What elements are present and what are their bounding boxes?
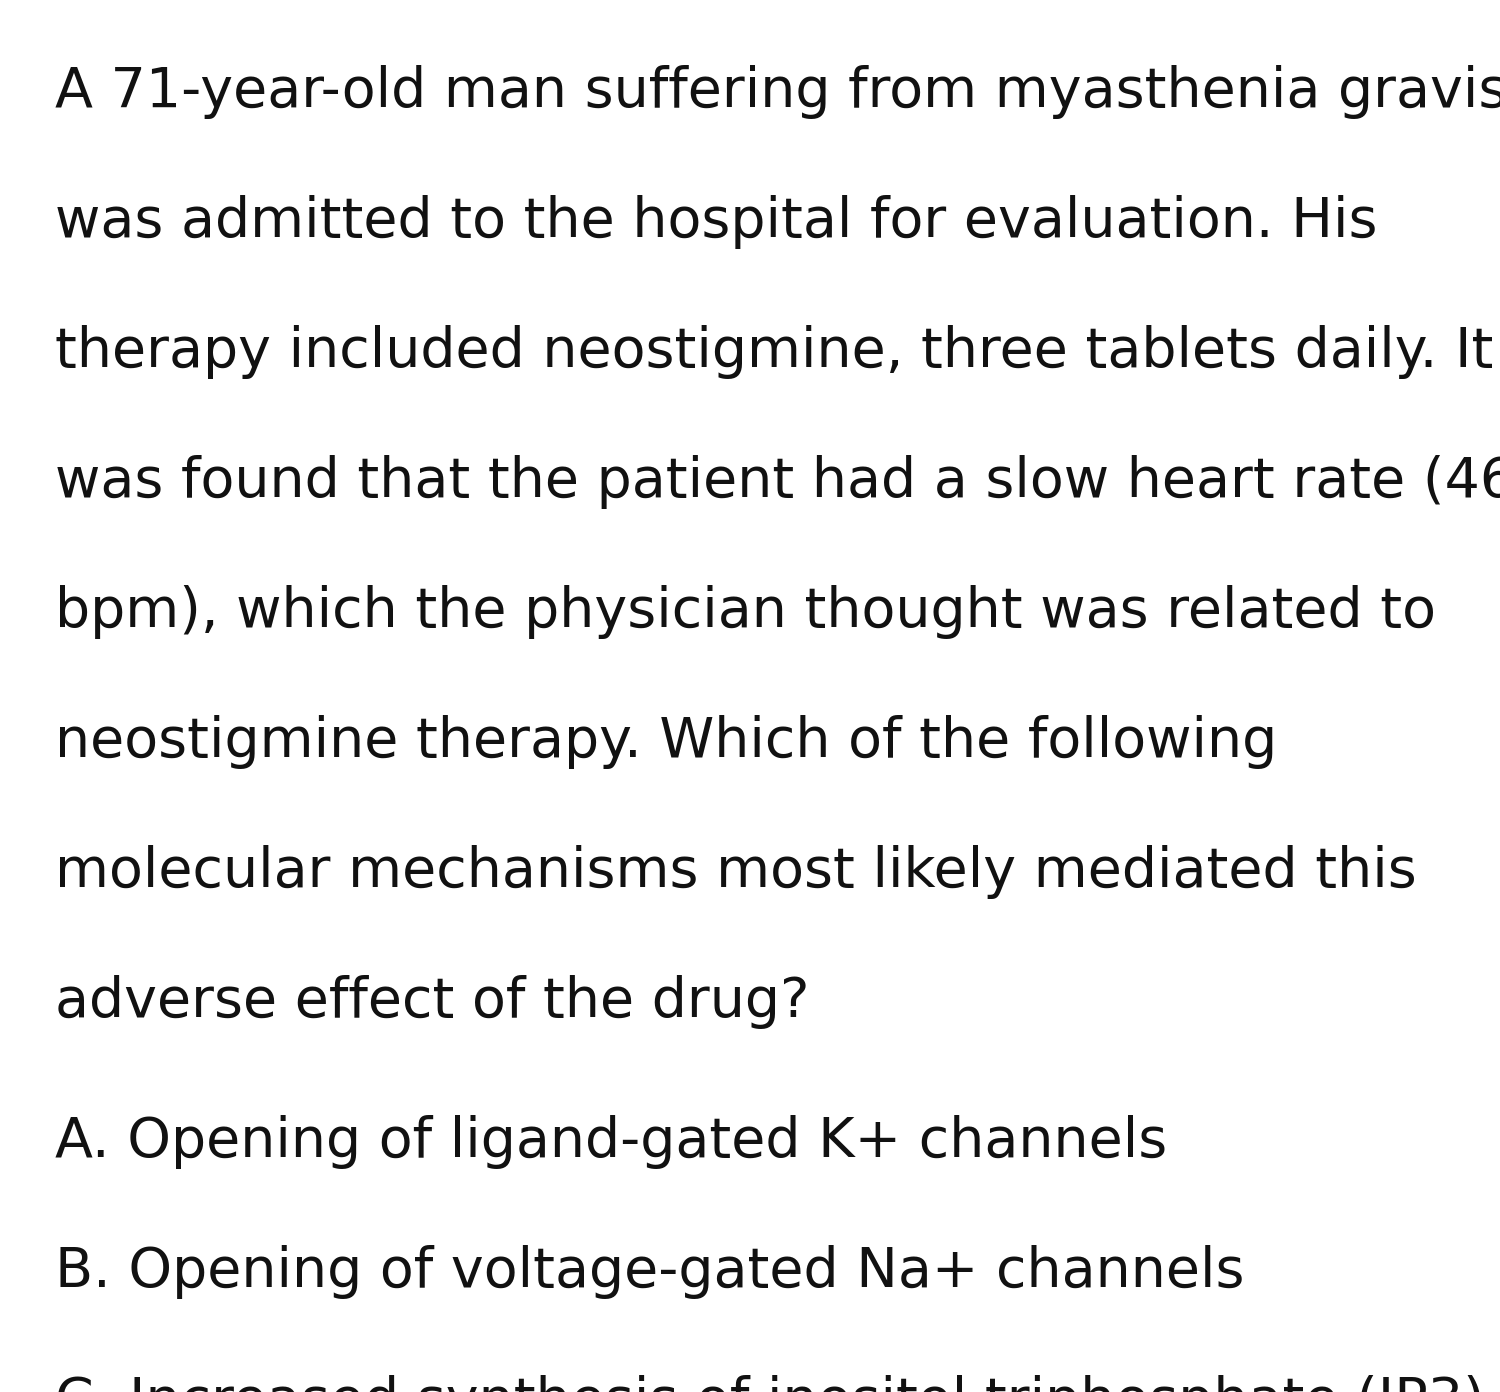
- Text: bpm), which the physician thought was related to: bpm), which the physician thought was re…: [56, 585, 1436, 639]
- Text: was found that the patient had a slow heart rate (46: was found that the patient had a slow he…: [56, 455, 1500, 509]
- Text: adverse effect of the drug?: adverse effect of the drug?: [56, 974, 810, 1029]
- Text: A 71-year-old man suffering from myasthenia gravis: A 71-year-old man suffering from myasthe…: [56, 65, 1500, 118]
- Text: molecular mechanisms most likely mediated this: molecular mechanisms most likely mediate…: [56, 845, 1416, 899]
- Text: neostigmine therapy. Which of the following: neostigmine therapy. Which of the follow…: [56, 715, 1276, 768]
- Text: therapy included neostigmine, three tablets daily. It: therapy included neostigmine, three tabl…: [56, 324, 1494, 379]
- Text: was admitted to the hospital for evaluation. His: was admitted to the hospital for evaluat…: [56, 195, 1377, 249]
- Text: A. Opening of ligand-gated K+ channels: A. Opening of ligand-gated K+ channels: [56, 1115, 1167, 1169]
- Text: C. Increased synthesis of inositol triphosphate (IP3): C. Increased synthesis of inositol triph…: [56, 1375, 1485, 1392]
- Text: B. Opening of voltage-gated Na+ channels: B. Opening of voltage-gated Na+ channels: [56, 1244, 1245, 1299]
